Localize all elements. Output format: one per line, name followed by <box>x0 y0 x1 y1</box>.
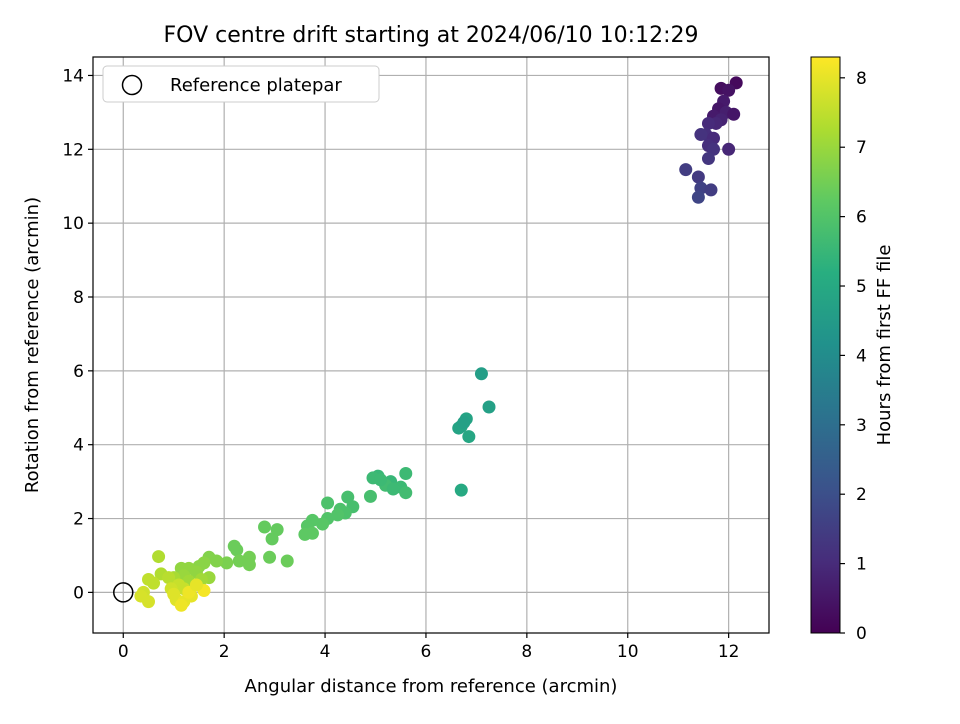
grid-lines <box>93 57 769 633</box>
data-point <box>462 430 476 444</box>
x-tick-label: 0 <box>118 642 129 662</box>
y-axis-ticks: 0 2 4 6 8 10 12 14 <box>62 66 93 603</box>
data-point <box>704 183 718 197</box>
data-point <box>399 486 413 500</box>
data-point <box>701 116 715 130</box>
y-tick-label: 4 <box>73 436 84 456</box>
data-point <box>701 152 715 166</box>
colorbar-tick-label: 7 <box>856 138 867 158</box>
data-point <box>220 556 234 570</box>
data-point <box>316 517 330 531</box>
data-point <box>280 554 294 568</box>
data-points <box>134 76 743 612</box>
data-point <box>230 543 244 557</box>
data-point <box>691 190 705 204</box>
y-tick-label: 14 <box>62 66 84 86</box>
legend-marker <box>121 74 143 96</box>
colorbar-label: Hours from first FF file <box>874 245 895 446</box>
x-axis-label: Angular distance from reference (arcmin) <box>245 676 618 697</box>
data-point <box>331 508 345 522</box>
y-tick-label: 8 <box>73 288 84 308</box>
reference-marker <box>113 582 134 603</box>
chart-title: FOV centre drift starting at 2024/06/10 … <box>164 23 699 48</box>
y-tick-label: 10 <box>62 214 84 234</box>
colorbar-tick-label: 0 <box>856 624 867 644</box>
plot-frame <box>92 56 770 634</box>
data-point <box>727 107 741 121</box>
colorbar-tick-label: 3 <box>856 416 867 436</box>
data-point <box>457 416 471 430</box>
reference-point <box>113 582 134 603</box>
data-point <box>679 163 693 177</box>
colorbar-tick-label: 1 <box>856 555 867 575</box>
data-point <box>174 598 188 612</box>
data-point <box>242 558 256 572</box>
y-tick-label: 2 <box>73 510 84 530</box>
colorbar <box>810 56 841 634</box>
data-point <box>298 527 312 541</box>
data-point <box>454 483 468 497</box>
data-point <box>474 367 488 381</box>
x-axis-ticks: 0 2 4 6 8 10 12 <box>118 633 740 662</box>
data-point <box>232 554 246 568</box>
x-tick-label: 12 <box>718 642 740 662</box>
data-point <box>722 83 736 97</box>
colorbar-tick-label: 8 <box>856 69 867 89</box>
data-point <box>482 400 496 414</box>
y-axis-label: Rotation from reference (arcmin) <box>22 197 43 493</box>
x-tick-label: 10 <box>617 642 639 662</box>
legend-box <box>102 65 380 103</box>
x-tick-label: 6 <box>421 642 432 662</box>
legend: Reference platepar <box>102 65 380 103</box>
data-point <box>258 520 272 534</box>
x-tick-label: 8 <box>521 642 532 662</box>
data-point <box>162 571 176 585</box>
data-point <box>321 496 335 510</box>
data-point <box>386 482 400 496</box>
colorbar-tick-label: 2 <box>856 485 867 505</box>
colorbar-tick-label: 6 <box>856 208 867 228</box>
data-point <box>152 550 166 564</box>
data-point <box>263 550 277 564</box>
data-point <box>694 128 708 142</box>
data-point <box>147 576 161 590</box>
x-tick-label: 4 <box>320 642 331 662</box>
x-tick-label: 2 <box>219 642 230 662</box>
data-point <box>363 489 377 503</box>
data-point <box>374 473 388 487</box>
y-tick-label: 0 <box>73 583 84 603</box>
y-tick-label: 6 <box>73 362 84 382</box>
data-point <box>189 578 203 592</box>
colorbar-tick-label: 5 <box>856 277 867 297</box>
colorbar-tick-label: 4 <box>856 346 867 366</box>
legend-entry: Reference platepar <box>170 75 342 96</box>
data-point <box>141 595 155 609</box>
data-point <box>691 170 705 184</box>
colorbar-ticks: 0 1 2 3 4 5 6 7 8 <box>840 69 867 644</box>
data-point <box>265 532 279 546</box>
data-point <box>341 490 355 504</box>
y-tick-label: 12 <box>62 140 84 160</box>
data-point <box>722 142 736 156</box>
data-point <box>399 466 413 480</box>
